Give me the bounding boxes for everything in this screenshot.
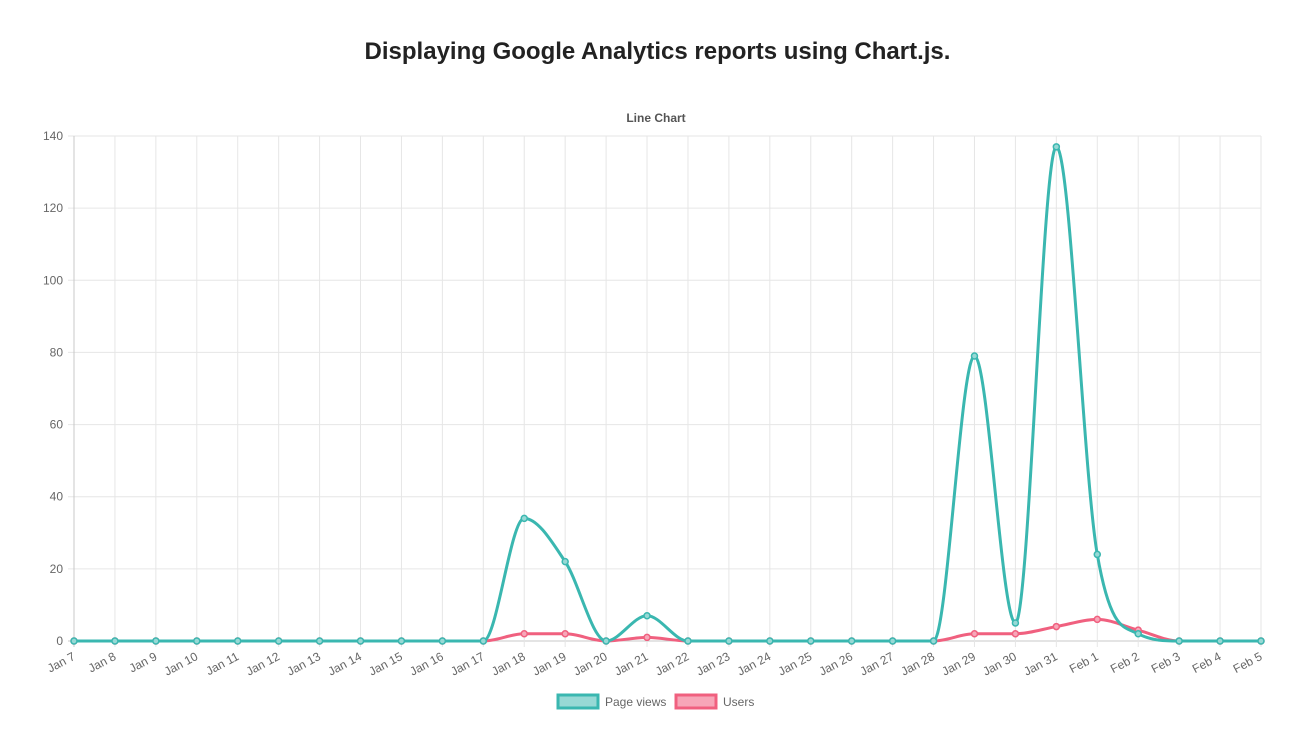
x-tick-label: Jan 29 [940, 649, 979, 678]
x-tick-label: Jan 8 [86, 649, 119, 675]
x-tick-label: Jan 27 [858, 649, 897, 678]
x-axis: Jan 7 Jan 8 Jan 9 Jan 10 Jan 11 Jan 12 Jan 13 J… [45, 649, 1265, 678]
data-point [1175, 637, 1183, 645]
x-tick-label: Jan 16 [407, 649, 446, 678]
data-point [233, 637, 242, 645]
legend-label: Users [723, 695, 754, 709]
data-point [152, 637, 160, 645]
data-point [479, 637, 488, 645]
y-tick-label: 80 [50, 345, 64, 359]
data-point [1257, 637, 1265, 645]
legend-item-users[interactable]: Users [674, 693, 754, 710]
data-point [602, 637, 610, 645]
data-point [970, 352, 979, 360]
x-tick-label: Feb 2 [1108, 649, 1142, 676]
data-point [888, 637, 897, 645]
x-tick-label: Jan 24 [735, 649, 774, 678]
x-tick-label: Jan 25 [776, 649, 815, 678]
x-tick-label: Jan 26 [817, 649, 856, 678]
x-tick-label: Feb 5 [1231, 649, 1265, 676]
data-point [520, 514, 528, 523]
chart-title: Line Chart [626, 111, 685, 125]
chart-series [70, 143, 1265, 645]
x-tick-label: Jan 14 [326, 649, 365, 678]
data-point [193, 637, 201, 645]
data-point [438, 637, 447, 645]
x-tick-label: Jan 13 [285, 649, 324, 678]
data-point [1011, 619, 1020, 627]
data-point [1134, 630, 1142, 638]
series-line [74, 145, 1261, 643]
x-tick-label: Jan 9 [127, 649, 160, 675]
x-tick-label: Feb 3 [1149, 649, 1183, 676]
x-tick-label: Jan 18 [489, 649, 528, 678]
data-point [929, 637, 938, 645]
page-title: Displaying Google Analytics reports usin… [364, 38, 951, 65]
x-tick-label: Feb 4 [1190, 649, 1224, 676]
data-point [807, 637, 815, 645]
data-point [725, 637, 733, 645]
y-tick-label: 140 [43, 129, 63, 143]
data-point [315, 637, 324, 645]
data-point [397, 637, 406, 645]
x-tick-label: Jan 20 [571, 649, 610, 678]
x-tick-label: Jan 19 [530, 649, 569, 678]
x-tick-label: Jan 10 [162, 649, 201, 678]
x-tick-label: Jan 30 [980, 649, 1019, 678]
data-point [643, 612, 651, 620]
y-tick-label: 0 [56, 634, 63, 648]
y-tick-label: 100 [43, 273, 63, 287]
data-point [1052, 143, 1061, 151]
data-point [1011, 630, 1020, 638]
data-point [684, 637, 692, 645]
series-page-views [70, 143, 1265, 645]
x-tick-label: Jan 17 [448, 649, 487, 678]
x-tick-label: Jan 15 [366, 649, 405, 678]
x-tick-label: Jan 31 [1021, 649, 1060, 678]
y-axis: 0 20 40 60 80 100 120 140 [43, 129, 63, 648]
x-tick-label: Jan 22 [653, 649, 692, 678]
data-point [561, 630, 569, 638]
data-point [1093, 615, 1102, 624]
x-tick-label: Jan 23 [694, 649, 733, 678]
legend-label: Page views [605, 695, 666, 709]
y-tick-label: 60 [50, 418, 64, 432]
data-point [970, 630, 979, 638]
data-point [70, 637, 78, 645]
legend-swatch [674, 693, 718, 710]
data-point [520, 630, 528, 638]
data-point [847, 637, 856, 645]
x-tick-label: Feb 1 [1067, 649, 1101, 676]
x-tick-label: Jan 11 [204, 649, 242, 678]
data-point [274, 637, 283, 645]
chart-grid [68, 135, 1262, 647]
data-point [561, 557, 569, 566]
legend-item-page-views[interactable]: Page views [556, 693, 666, 710]
data-point [1093, 550, 1102, 559]
y-tick-label: 20 [50, 562, 64, 576]
legend-swatch [556, 693, 600, 710]
data-point [1052, 622, 1061, 631]
x-tick-label: Jan 12 [244, 649, 283, 678]
y-tick-label: 120 [43, 201, 63, 215]
data-point [1216, 637, 1224, 645]
data-point [356, 637, 365, 645]
x-tick-label: Jan 28 [899, 649, 938, 678]
data-point [111, 637, 119, 645]
y-tick-label: 40 [50, 490, 64, 504]
data-point [766, 637, 774, 645]
x-tick-label: Jan 7 [45, 649, 78, 675]
data-point [643, 633, 651, 642]
x-tick-label: Jan 21 [612, 649, 651, 678]
chart-legend[interactable]: Page views Users [556, 693, 754, 710]
